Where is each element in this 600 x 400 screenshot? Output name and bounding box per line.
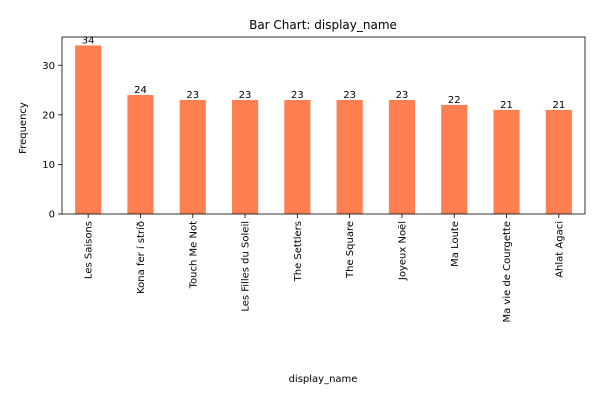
x-tick-label: The Square (345, 221, 356, 279)
y-tick-label: 20 (42, 110, 55, 121)
x-axis: Les Saisons Kona fer í stríð Touch Me Not L… (84, 214, 565, 323)
bar (336, 99, 363, 214)
data-label: 23 (343, 90, 356, 101)
x-tick-label: Les Filles du Soleil (241, 221, 252, 312)
x-tick-label: Kona fer í stríð (135, 221, 147, 294)
bar (493, 109, 520, 214)
data-label: 23 (186, 90, 199, 101)
data-label: 23 (239, 90, 252, 101)
bar (388, 99, 416, 214)
x-tick-label: Ahlat Agaci (554, 221, 565, 278)
bar (127, 95, 154, 214)
y-axis-label: Frequency (18, 102, 29, 154)
bar (179, 99, 206, 214)
x-tick-label: Ma Loute (450, 221, 461, 267)
y-tick-label: 0 (49, 210, 55, 221)
data-label: 34 (82, 35, 95, 46)
bar (231, 99, 259, 214)
y-tick-label: 30 (42, 61, 55, 72)
data-label: 22 (448, 95, 461, 106)
x-tick-label: Ma vie de Courgette (502, 221, 513, 323)
x-tick-label: Les Saisons (84, 221, 95, 279)
data-label: 21 (500, 100, 513, 111)
bar (75, 45, 102, 214)
bar (545, 109, 572, 214)
x-tick-label: Touch Me Not (188, 221, 199, 289)
data-labels-group: 34 24 23 23 23 23 23 22 21 21 (82, 35, 565, 110)
x-tick-label: Joyeux Noël (397, 221, 408, 281)
bar (284, 99, 311, 214)
x-axis-label: display_name (289, 374, 358, 385)
x-tick-label: The Settlers (293, 221, 304, 282)
data-label: 24 (134, 85, 147, 96)
chart-title: Bar Chart: display_name (249, 18, 397, 32)
y-axis: 0 10 20 30 (42, 61, 62, 221)
bars-group (75, 45, 572, 214)
y-tick-label: 10 (42, 160, 55, 171)
plot-frame (61, 36, 586, 215)
data-label: 23 (291, 90, 304, 101)
data-label: 23 (396, 90, 409, 101)
data-label: 21 (552, 100, 565, 111)
bar (441, 104, 468, 214)
